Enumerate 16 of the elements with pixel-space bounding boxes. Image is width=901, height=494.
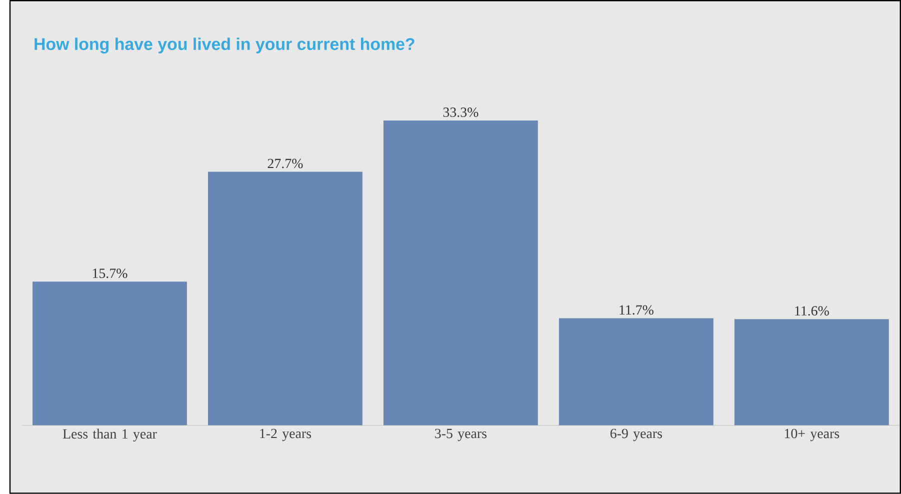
x-tick-label: 10+ years xyxy=(784,428,840,442)
data-label: 33.3% xyxy=(443,108,478,118)
data-label: 11.7% xyxy=(620,305,654,315)
x-tick-label: 1-2 years xyxy=(260,428,312,442)
data-label: 11.6% xyxy=(795,306,829,316)
data-label: 15.7% xyxy=(92,268,128,278)
bar xyxy=(208,172,362,426)
bar xyxy=(558,318,714,426)
chart-title: How long have you lived in your current home? xyxy=(34,38,414,54)
bar xyxy=(383,120,538,426)
x-tick-label: Less than 1 year xyxy=(62,428,157,442)
bar xyxy=(32,282,187,426)
data-label: 27.7% xyxy=(268,158,303,168)
x-tick-label: 6-9 years xyxy=(610,428,662,442)
bar xyxy=(734,319,889,426)
x-tick-label: 3-5 years xyxy=(435,428,487,442)
